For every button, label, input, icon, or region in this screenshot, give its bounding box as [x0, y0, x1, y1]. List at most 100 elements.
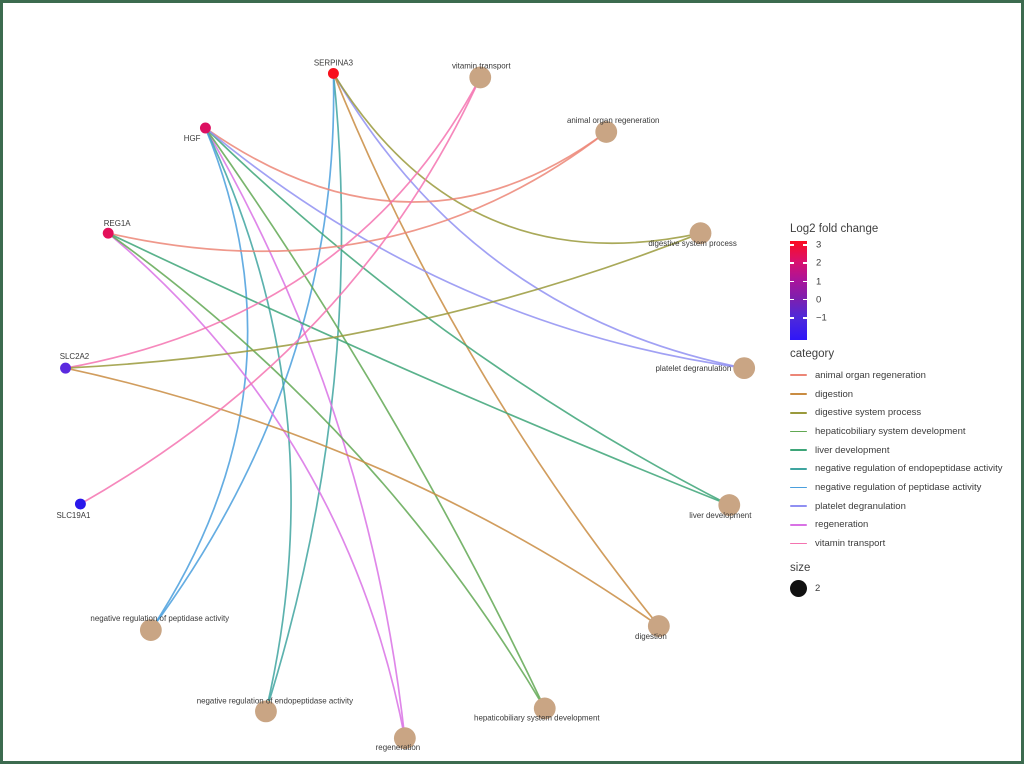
size-legend-title: size [790, 561, 811, 574]
category-node [718, 494, 741, 516]
edges-layer [65, 72, 745, 739]
category-line-swatch-icon [790, 411, 807, 414]
category-line-swatch-icon [790, 430, 807, 433]
edge [107, 232, 730, 506]
category-legend-label: animal organ regeneration [815, 369, 926, 381]
gradient-tick-label: 2 [816, 257, 822, 269]
category-label: vitamin transport [452, 61, 511, 70]
gradient-bar [790, 241, 807, 340]
category-legend-item: negative regulation of endopeptidase act… [788, 459, 1021, 478]
gene-label: SLC19A1 [57, 511, 92, 520]
category-legend-label: liver development [815, 444, 890, 456]
gradient-tick-label: 1 [816, 276, 822, 288]
category-legend-label: digestion [815, 388, 854, 400]
labels-layer: vitamin transport animal organ regenerati… [57, 59, 753, 753]
category-legend-label: vitamin transport [815, 538, 886, 550]
edge [204, 127, 292, 712]
category-label: negative regulation of peptidase activit… [90, 614, 229, 623]
gradient-tick-mark [790, 262, 794, 264]
category-legend-item: digestive system process [788, 403, 1021, 422]
gradient-tick-mark [803, 280, 807, 283]
category-line-swatch-icon [790, 449, 807, 451]
edge [204, 127, 730, 506]
category-legend-item: animal organ regeneration [788, 366, 1021, 385]
category-legend-label: negative regulation of endopeptidase act… [815, 463, 1003, 475]
gene-label: SERPINA3 [314, 59, 354, 68]
category-line-swatch-icon [790, 467, 807, 470]
edge [65, 77, 481, 369]
category-legend-label: negative regulation of peptidase activit… [815, 481, 982, 493]
gradient-tick-label: 3 [816, 239, 822, 251]
category-legend-label: hepaticobiliary system development [815, 425, 966, 437]
edge [108, 131, 607, 253]
category-line-swatch-icon [790, 393, 807, 395]
gradient-tick-mark [803, 244, 807, 246]
size-dot-icon [790, 579, 807, 597]
fold-change-gradient: 3 2 1 0 −1 [790, 239, 1000, 341]
category-line-swatch-icon [790, 523, 807, 526]
category-node [469, 66, 492, 89]
category-legend-label: digestive system process [815, 407, 922, 419]
category-label: digestion [635, 632, 667, 641]
fold-change-legend-title: Log2 fold change [790, 223, 879, 235]
gradient-tick-label: −1 [816, 312, 827, 324]
category-label: platelet degranulation [655, 364, 731, 373]
gradient-tick-mark [790, 298, 794, 301]
category-legend-item: liver development [788, 441, 1021, 460]
category-node [647, 615, 670, 637]
gene-label: SLC2A2 [60, 352, 90, 361]
edge [65, 232, 701, 369]
category-legend-item: hepaticobiliary system development [788, 422, 1021, 441]
edge [204, 127, 745, 369]
category-legend-item: platelet degranulation [788, 497, 1021, 516]
category-legend-item: regeneration [788, 516, 1021, 535]
gene-node [60, 362, 71, 374]
category-line-swatch-icon [790, 542, 807, 545]
edge [332, 73, 745, 369]
edge [204, 127, 607, 203]
category-label: liver development [689, 511, 752, 520]
gradient-tick-label: 0 [816, 294, 822, 306]
gradient-tick-mark [803, 298, 807, 301]
category-line-swatch-icon [790, 505, 807, 508]
category-line-swatch-icon [790, 374, 807, 377]
category-node [733, 357, 756, 380]
size-legend-item: 2 [788, 579, 1021, 597]
edge [107, 232, 546, 709]
edge [107, 232, 406, 739]
gradient-tick-mark [790, 317, 794, 319]
category-legend-label: platelet degranulation [815, 500, 906, 512]
gradient-tick-mark [803, 317, 807, 319]
category-node [533, 697, 556, 720]
edge [332, 72, 701, 245]
category-label: regeneration [376, 743, 420, 752]
category-node [255, 700, 277, 723]
edge [204, 127, 406, 739]
category-node [689, 222, 712, 245]
category-label: digestive system process [648, 239, 737, 248]
gradient-tick-mark [803, 262, 807, 264]
category-label: animal organ regeneration [567, 116, 659, 125]
edge [79, 77, 482, 505]
category-legend-items: animal organ regeneration digestion digest… [788, 366, 1021, 553]
legend: Log2 fold change 3 2 1 0 −1 category animal … [788, 223, 1021, 597]
network-plot: vitamin transport animal organ regenerati… [57, 59, 756, 753]
category-label: hepaticobiliary system development [474, 713, 600, 722]
category-node [393, 727, 416, 750]
category-legend-label: regeneration [815, 519, 869, 531]
category-label: negative regulation of endopeptidase act… [197, 696, 353, 705]
category-line-swatch-icon [790, 486, 807, 489]
category-legend-item: digestion [788, 385, 1021, 404]
gene-node [74, 498, 86, 510]
gradient-tick-mark [790, 280, 794, 283]
gene-node [327, 67, 339, 79]
edge [332, 73, 660, 627]
gene-label: REG1A [104, 219, 132, 228]
gene-node [102, 227, 114, 239]
gene-label: HGF [184, 134, 201, 143]
category-node [139, 619, 162, 641]
category-node [595, 121, 618, 143]
category-legend-title: category [790, 348, 835, 360]
category-legend-item: vitamin transport [788, 534, 1021, 553]
